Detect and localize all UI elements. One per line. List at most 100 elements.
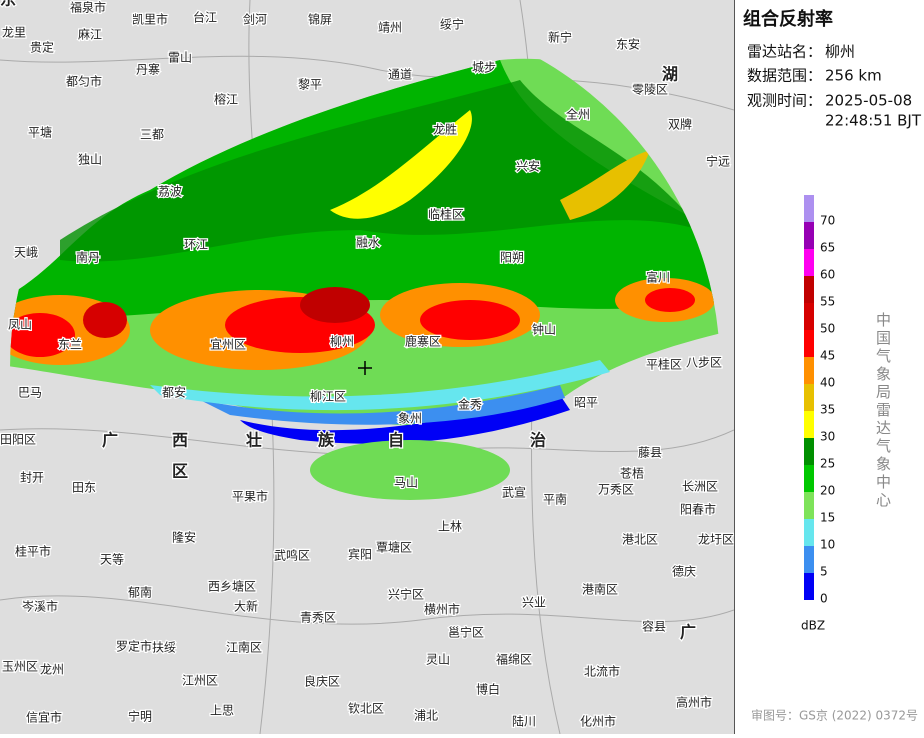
place-label: 凤山 (8, 318, 32, 332)
place-label: 马山 (394, 476, 418, 490)
radar-echo (10, 58, 720, 500)
place-label: 兴宁区 (388, 587, 424, 602)
legend-swatch (804, 492, 814, 519)
range: 256 km (825, 67, 882, 85)
legend-label: 30 (820, 430, 835, 444)
legend-swatch (804, 573, 814, 600)
place-label: 苍梧 (620, 466, 644, 481)
place-label: 靖州 (378, 21, 402, 35)
legend-swatch (804, 357, 814, 384)
place-label: 零陵区 (632, 83, 668, 97)
place-label: 族 (318, 431, 335, 450)
place-label: 宾阳 (348, 547, 372, 562)
legend-swatch (804, 411, 814, 438)
legend: 0 5 10 15 20 25 30 35 40 45 50 55 60 65 70 (804, 195, 835, 606)
place-label: 独山 (78, 153, 102, 167)
place-label: 宁明 (128, 709, 152, 724)
place-label: 北流市 (584, 664, 620, 679)
place-label: 全州 (566, 107, 590, 122)
place-label: 浦北 (414, 709, 438, 723)
place-label: 平桂区 (646, 357, 682, 372)
place-label: 灵山 (426, 653, 450, 667)
place-label: 邕宁区 (448, 625, 484, 640)
place-label: 通道 (388, 68, 412, 82)
credit: 中国气象局雷达气象中心 (874, 312, 892, 510)
place-label: 宜州区 (210, 337, 246, 352)
legend-label: 40 (820, 376, 835, 390)
place-label: 良庆区 (304, 674, 340, 689)
place-label: 区 (172, 462, 188, 481)
legend-label: 50 (820, 322, 835, 336)
place-label: 巴马 (18, 386, 42, 400)
place-label: 博白 (476, 682, 500, 697)
place-label: 万秀区 (598, 483, 634, 497)
legend-swatch (804, 519, 814, 546)
time: 22:48:51 BJT (825, 112, 922, 130)
place-label: 封开 (20, 471, 44, 485)
legend-label: 5 (820, 565, 828, 579)
place-label: 广 (102, 431, 118, 450)
place-label: 锦屏 (308, 13, 332, 27)
place-label: 临桂区 (428, 207, 464, 222)
legend-swatch (804, 249, 814, 276)
place-label: 都安 (162, 385, 186, 400)
place-label: 金秀 (458, 397, 482, 412)
legend-label: 10 (820, 538, 835, 552)
place-label: 兴安 (516, 159, 540, 174)
legend-swatch (804, 330, 814, 357)
place-label: 天峨 (14, 246, 38, 260)
place-label: 阳朔 (500, 250, 524, 265)
range-label: 数据范围： (747, 67, 822, 85)
place-label: 平果市 (232, 489, 268, 504)
place-label: 德庆 (672, 564, 696, 579)
radar-site (358, 361, 372, 375)
legend-label: 35 (820, 403, 835, 417)
place-label: 龙里 (2, 26, 26, 40)
legend-label: 60 (820, 268, 835, 282)
panel-svg: 组合反射率 雷达站名： 柳州 数据范围： 256 km 观测时间： 2025-0… (743, 8, 922, 723)
place-label: 钦北区 (348, 702, 384, 716)
place-label: 三都 (140, 128, 164, 142)
legend-label: 55 (820, 295, 835, 309)
place-label: 港北区 (622, 533, 658, 547)
place-label: 丹寨 (136, 62, 160, 77)
place-label: 兴业 (522, 596, 546, 610)
legend-swatch (804, 195, 814, 222)
place-label: 新宁 (548, 30, 572, 45)
place-label: 雷山 (168, 51, 192, 65)
place-label: 融水 (356, 236, 380, 250)
place-label: 凯里市 (132, 12, 168, 27)
place-label: 高州市 (676, 695, 712, 710)
place-label: 田东 (72, 481, 96, 495)
approval: 审图号：GS京 (2022) 0372号 (751, 708, 918, 723)
place-label: 西 (172, 431, 188, 450)
place-label: 江南区 (226, 640, 262, 655)
place-label: 龙胜 (433, 122, 457, 137)
place-label: 榕江 (214, 92, 238, 107)
place-label: 大新 (234, 599, 258, 614)
place-label: 信宜市 (26, 710, 62, 725)
place-label: 隆安 (172, 530, 196, 545)
place-label: 陆川 (512, 714, 536, 729)
legend-label: 20 (820, 484, 835, 498)
place-label: 南丹 (76, 250, 100, 265)
legend-swatch (804, 276, 814, 303)
legend-label: 15 (820, 511, 835, 525)
place-label: 柳州 (330, 335, 354, 349)
place-label: 青秀区 (300, 611, 336, 625)
place-label: 藤县 (638, 446, 662, 460)
place-label: 黎平 (298, 78, 322, 92)
place-label: 荔波 (158, 185, 182, 199)
legend-swatch (804, 222, 814, 249)
place-label: 郁南 (128, 585, 152, 600)
place-label: 扶绥 (152, 640, 176, 655)
place-label: 湖 (662, 65, 678, 84)
place-label: 麻江 (78, 27, 102, 42)
place-label: 田阳区 (0, 433, 36, 447)
date: 2025-05-08 (825, 92, 912, 110)
legend-label: 70 (820, 214, 835, 228)
place-label: 上林 (438, 520, 462, 534)
